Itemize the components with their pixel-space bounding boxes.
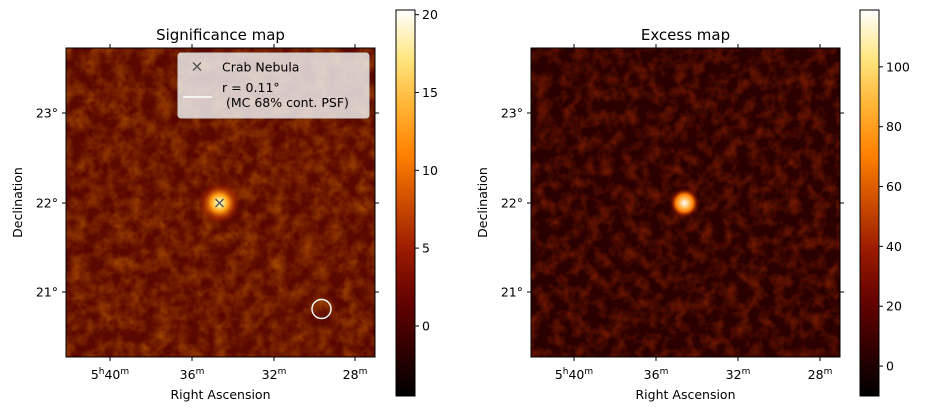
excess-title: Excess map: [641, 26, 730, 44]
excess-y-tick-label: 23°: [501, 106, 523, 121]
significance-colorbar-ticks: 20 15 10 5 0: [415, 7, 438, 333]
significance-colorbar-tick-label: 0: [422, 318, 430, 333]
excess-colorbar-tick-label: 20: [886, 299, 902, 314]
significance-x-tick-label: 5h40m: [91, 367, 129, 382]
crab-nebula-marker: [215, 198, 224, 208]
significance-colorbar-tick-label: 15: [422, 85, 438, 100]
source-hotspot: [668, 187, 701, 219]
excess-panel: Excess map 23° 22° 21° 5h40m 36m 32m 28m…: [475, 9, 910, 402]
significance-title: Significance map: [156, 26, 285, 44]
psf-circle: [311, 298, 332, 320]
excess-x-tick-label: 32m: [726, 367, 751, 382]
excess-x-axis-label: Right Ascension: [636, 387, 736, 402]
significance-x-tick-label: 28m: [343, 367, 368, 382]
excess-colorbar: 100 80 60 40 20 0: [859, 9, 910, 397]
legend-label-psf-2: (MC 68% cont. PSF): [222, 95, 349, 110]
significance-y-axis-label: Declination: [10, 167, 25, 238]
excess-x-tick-label: 5h40m: [555, 367, 593, 382]
excess-y-ticks: [527, 112, 844, 293]
excess-colorbar-tick-label: 0: [886, 359, 894, 374]
excess-x-tick-label: 28m: [808, 367, 833, 382]
significance-y-ticks: [62, 112, 379, 293]
significance-panel: Significance map 23° 22° 21°: [10, 7, 438, 402]
significance-colorbar-tick-label: 5: [422, 241, 430, 256]
significance-colorbar-tick-label: 20: [422, 7, 438, 22]
significance-x-ticks: [109, 44, 356, 361]
excess-colorbar-tick-label: 40: [886, 239, 902, 254]
excess-x-ticks: [573, 44, 821, 361]
excess-x-tick-label: 36m: [644, 367, 669, 382]
excess-colorbar-ticks: 100 80 60 40 20 0: [879, 59, 910, 374]
excess-colorbar-tick-label: 100: [886, 59, 910, 74]
significance-y-tick-label: 22°: [36, 196, 58, 211]
significance-colorbar-tick-label: 10: [422, 163, 438, 178]
excess-y-tick-label: 22°: [501, 196, 523, 211]
excess-colorbar-tick-label: 60: [886, 179, 902, 194]
excess-y-axis-label: Declination: [475, 167, 490, 238]
legend-label-psf: r = 0.11°: [222, 80, 280, 95]
legend-label-crab: Crab Nebula: [222, 60, 299, 75]
significance-x-tick-label: 36m: [180, 367, 205, 382]
significance-y-tick-label: 21°: [36, 285, 58, 300]
excess-map-image: [531, 48, 840, 357]
excess-y-tick-label: 21°: [501, 285, 523, 300]
significance-y-tick-label: 23°: [36, 106, 58, 121]
excess-colorbar-tick-label: 80: [886, 119, 902, 134]
legend-x-icon: [192, 62, 202, 71]
significance-colorbar: 20 15 10 5 0: [395, 7, 438, 397]
significance-x-tick-label: 32m: [262, 367, 287, 382]
significance-legend: Crab Nebula r = 0.11° (MC 68% cont. PSF): [177, 52, 370, 119]
significance-x-axis-label: Right Ascension: [171, 387, 271, 402]
